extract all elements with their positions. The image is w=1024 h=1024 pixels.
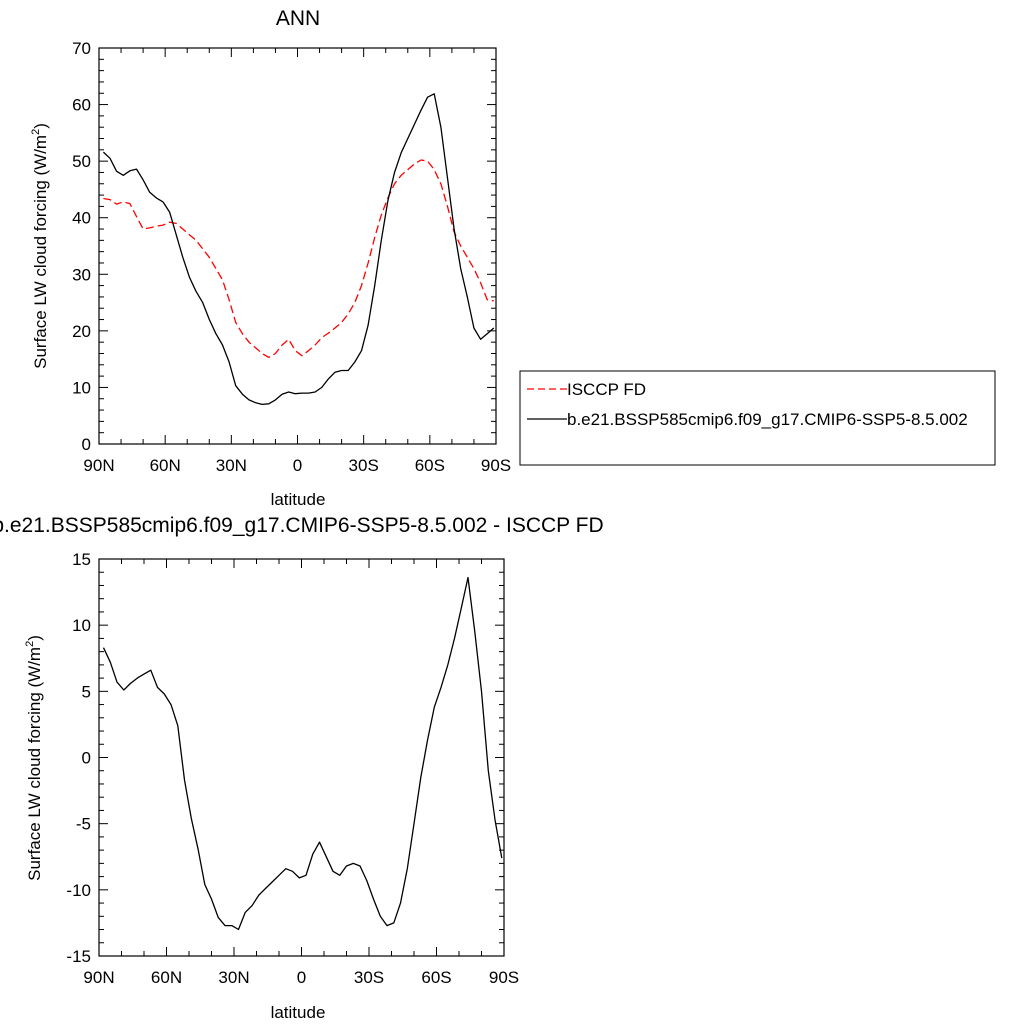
top-y-tick-label: 30: [72, 265, 91, 284]
top-y-tick-label: 50: [72, 152, 91, 171]
top-y-tick-label: 40: [72, 209, 91, 228]
bottom-chart-frame: [98, 558, 505, 957]
top-y-tick-label: 0: [82, 435, 91, 454]
top-chart-frame: [98, 47, 497, 445]
top-y-tick-label: 10: [72, 378, 91, 397]
bottom-y-tick-label: 15: [72, 550, 91, 569]
bottom-x-tick-label: 60S: [421, 968, 451, 987]
legend-box: [519, 370, 996, 466]
top-chart-y-label: Surface LW cloud forcing (W/m2): [30, 123, 50, 369]
top-y-tick-label: 60: [72, 96, 91, 115]
top-x-tick-label: 30S: [349, 456, 379, 475]
legend: ISCCP FD b.e21.BSSP585cmip6.f09_g17.CMIP…: [519, 370, 996, 466]
top-series-line-0: [103, 159, 494, 359]
top-x-tick-label: 60S: [415, 456, 445, 475]
bottom-chart-y-label: Surface LW cloud forcing (W/m2): [24, 635, 44, 881]
legend-label-isccp: ISCCP FD: [567, 380, 646, 399]
bottom-chart-x-label: latitude: [271, 1003, 326, 1022]
bottom-y-tick-label: -15: [66, 947, 91, 966]
top-x-tick-label: 90N: [83, 456, 114, 475]
top-x-tick-label: 30N: [216, 456, 247, 475]
bottom-x-tick-label: 90S: [489, 968, 519, 987]
bottom-chart-title: b.e21.BSSP585cmip6.f09_g17.CMIP6-SSP5-8.…: [0, 514, 604, 537]
bottom-chart: b.e21.BSSP585cmip6.f09_g17.CMIP6-SSP5-8.…: [0, 514, 604, 1022]
bottom-chart-series: [102, 576, 503, 931]
bottom-series-line-0: [102, 576, 503, 931]
top-series-line-1: [102, 93, 495, 406]
bottom-y-tick-label: 0: [82, 749, 91, 768]
legend-label-model: b.e21.BSSP585cmip6.f09_g17.CMIP6-SSP5-8.…: [567, 410, 968, 429]
bottom-y-tick-label: -5: [76, 815, 91, 834]
bottom-x-tick-label: 60N: [151, 968, 182, 987]
bottom-y-tick-label: -10: [66, 881, 91, 900]
top-y-tick-label: 70: [72, 39, 91, 58]
bottom-y-tick-label: 10: [72, 616, 91, 635]
top-chart-series: [102, 93, 495, 406]
bottom-y-tick-label: 5: [82, 682, 91, 701]
top-chart-axes: 0 10 20 30 40 50 60 70 90N 60N 30N 0 30S 60S 90S: [72, 39, 511, 475]
top-chart: ANN 0 10 20 30 40 50 60 70 90N 60N 30N 0 30S 60S 90S l…: [30, 7, 511, 509]
top-x-tick-label: 90S: [481, 456, 511, 475]
bottom-x-tick-label: 30N: [218, 968, 249, 987]
bottom-x-tick-label: 0: [297, 968, 306, 987]
top-x-tick-label: 0: [293, 456, 302, 475]
top-chart-x-label: latitude: [271, 490, 326, 509]
top-x-tick-label: 60N: [150, 456, 181, 475]
bottom-chart-axes: -15 -10 -5 0 5 10 15 90N 60N 30N 0 30S 60S 90S: [66, 550, 519, 987]
bottom-x-tick-label: 30S: [354, 968, 384, 987]
top-chart-title: ANN: [276, 7, 320, 30]
top-y-tick-label: 20: [72, 322, 91, 341]
bottom-x-tick-label: 90N: [83, 968, 114, 987]
